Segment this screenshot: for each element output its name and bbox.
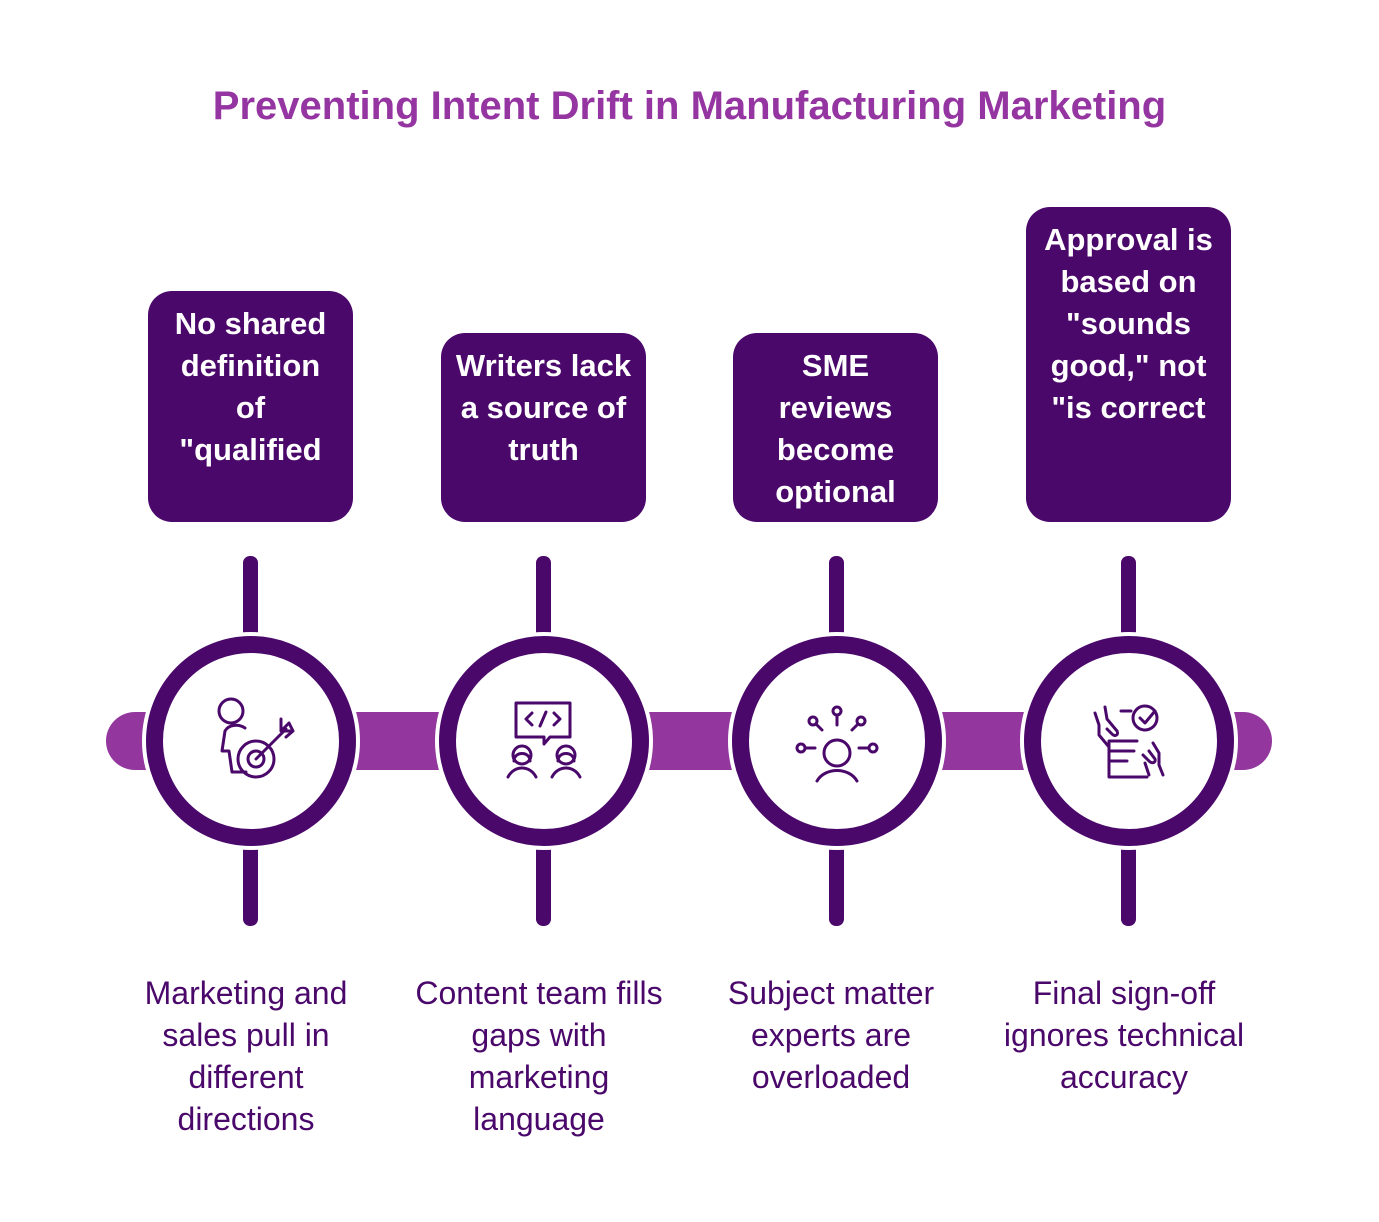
- connector-top: [536, 556, 551, 646]
- step-circle-4: [1024, 636, 1234, 846]
- step-card-2: Writers lack a source of truth: [441, 333, 646, 522]
- approval-document-icon: [1093, 704, 1165, 779]
- step-description-4: Final sign-off ignores technical accurac…: [1003, 975, 1245, 1095]
- connector-bottom: [243, 836, 258, 926]
- diagram-title: Preventing Intent Drift in Manufacturing…: [212, 84, 1167, 128]
- connector-top: [1121, 556, 1136, 646]
- connector-top: [243, 556, 258, 646]
- step-card-3: SME reviews become optional: [733, 333, 938, 522]
- person-target-icon: [217, 697, 295, 779]
- step-description-2: Content team fills gaps with marketing l…: [415, 975, 663, 1137]
- step-circle-2: [439, 636, 649, 846]
- step-card-4: Approval is based on "sounds good," not …: [1026, 207, 1231, 522]
- step-circle-3: [732, 636, 942, 846]
- connector-top: [829, 556, 844, 646]
- step-description-3: Subject matter experts are overloaded: [727, 975, 935, 1095]
- step-card-1: No shared definition of "qualified: [148, 291, 353, 522]
- connector-bottom: [536, 836, 551, 926]
- team-code-chat-icon: [506, 701, 582, 779]
- step-circle-1: [146, 636, 356, 846]
- connector-bottom: [1121, 836, 1136, 926]
- expert-network-icon: [795, 705, 879, 783]
- connector-bottom: [829, 836, 844, 926]
- step-description-1: Marketing and sales pull in different di…: [144, 975, 348, 1137]
